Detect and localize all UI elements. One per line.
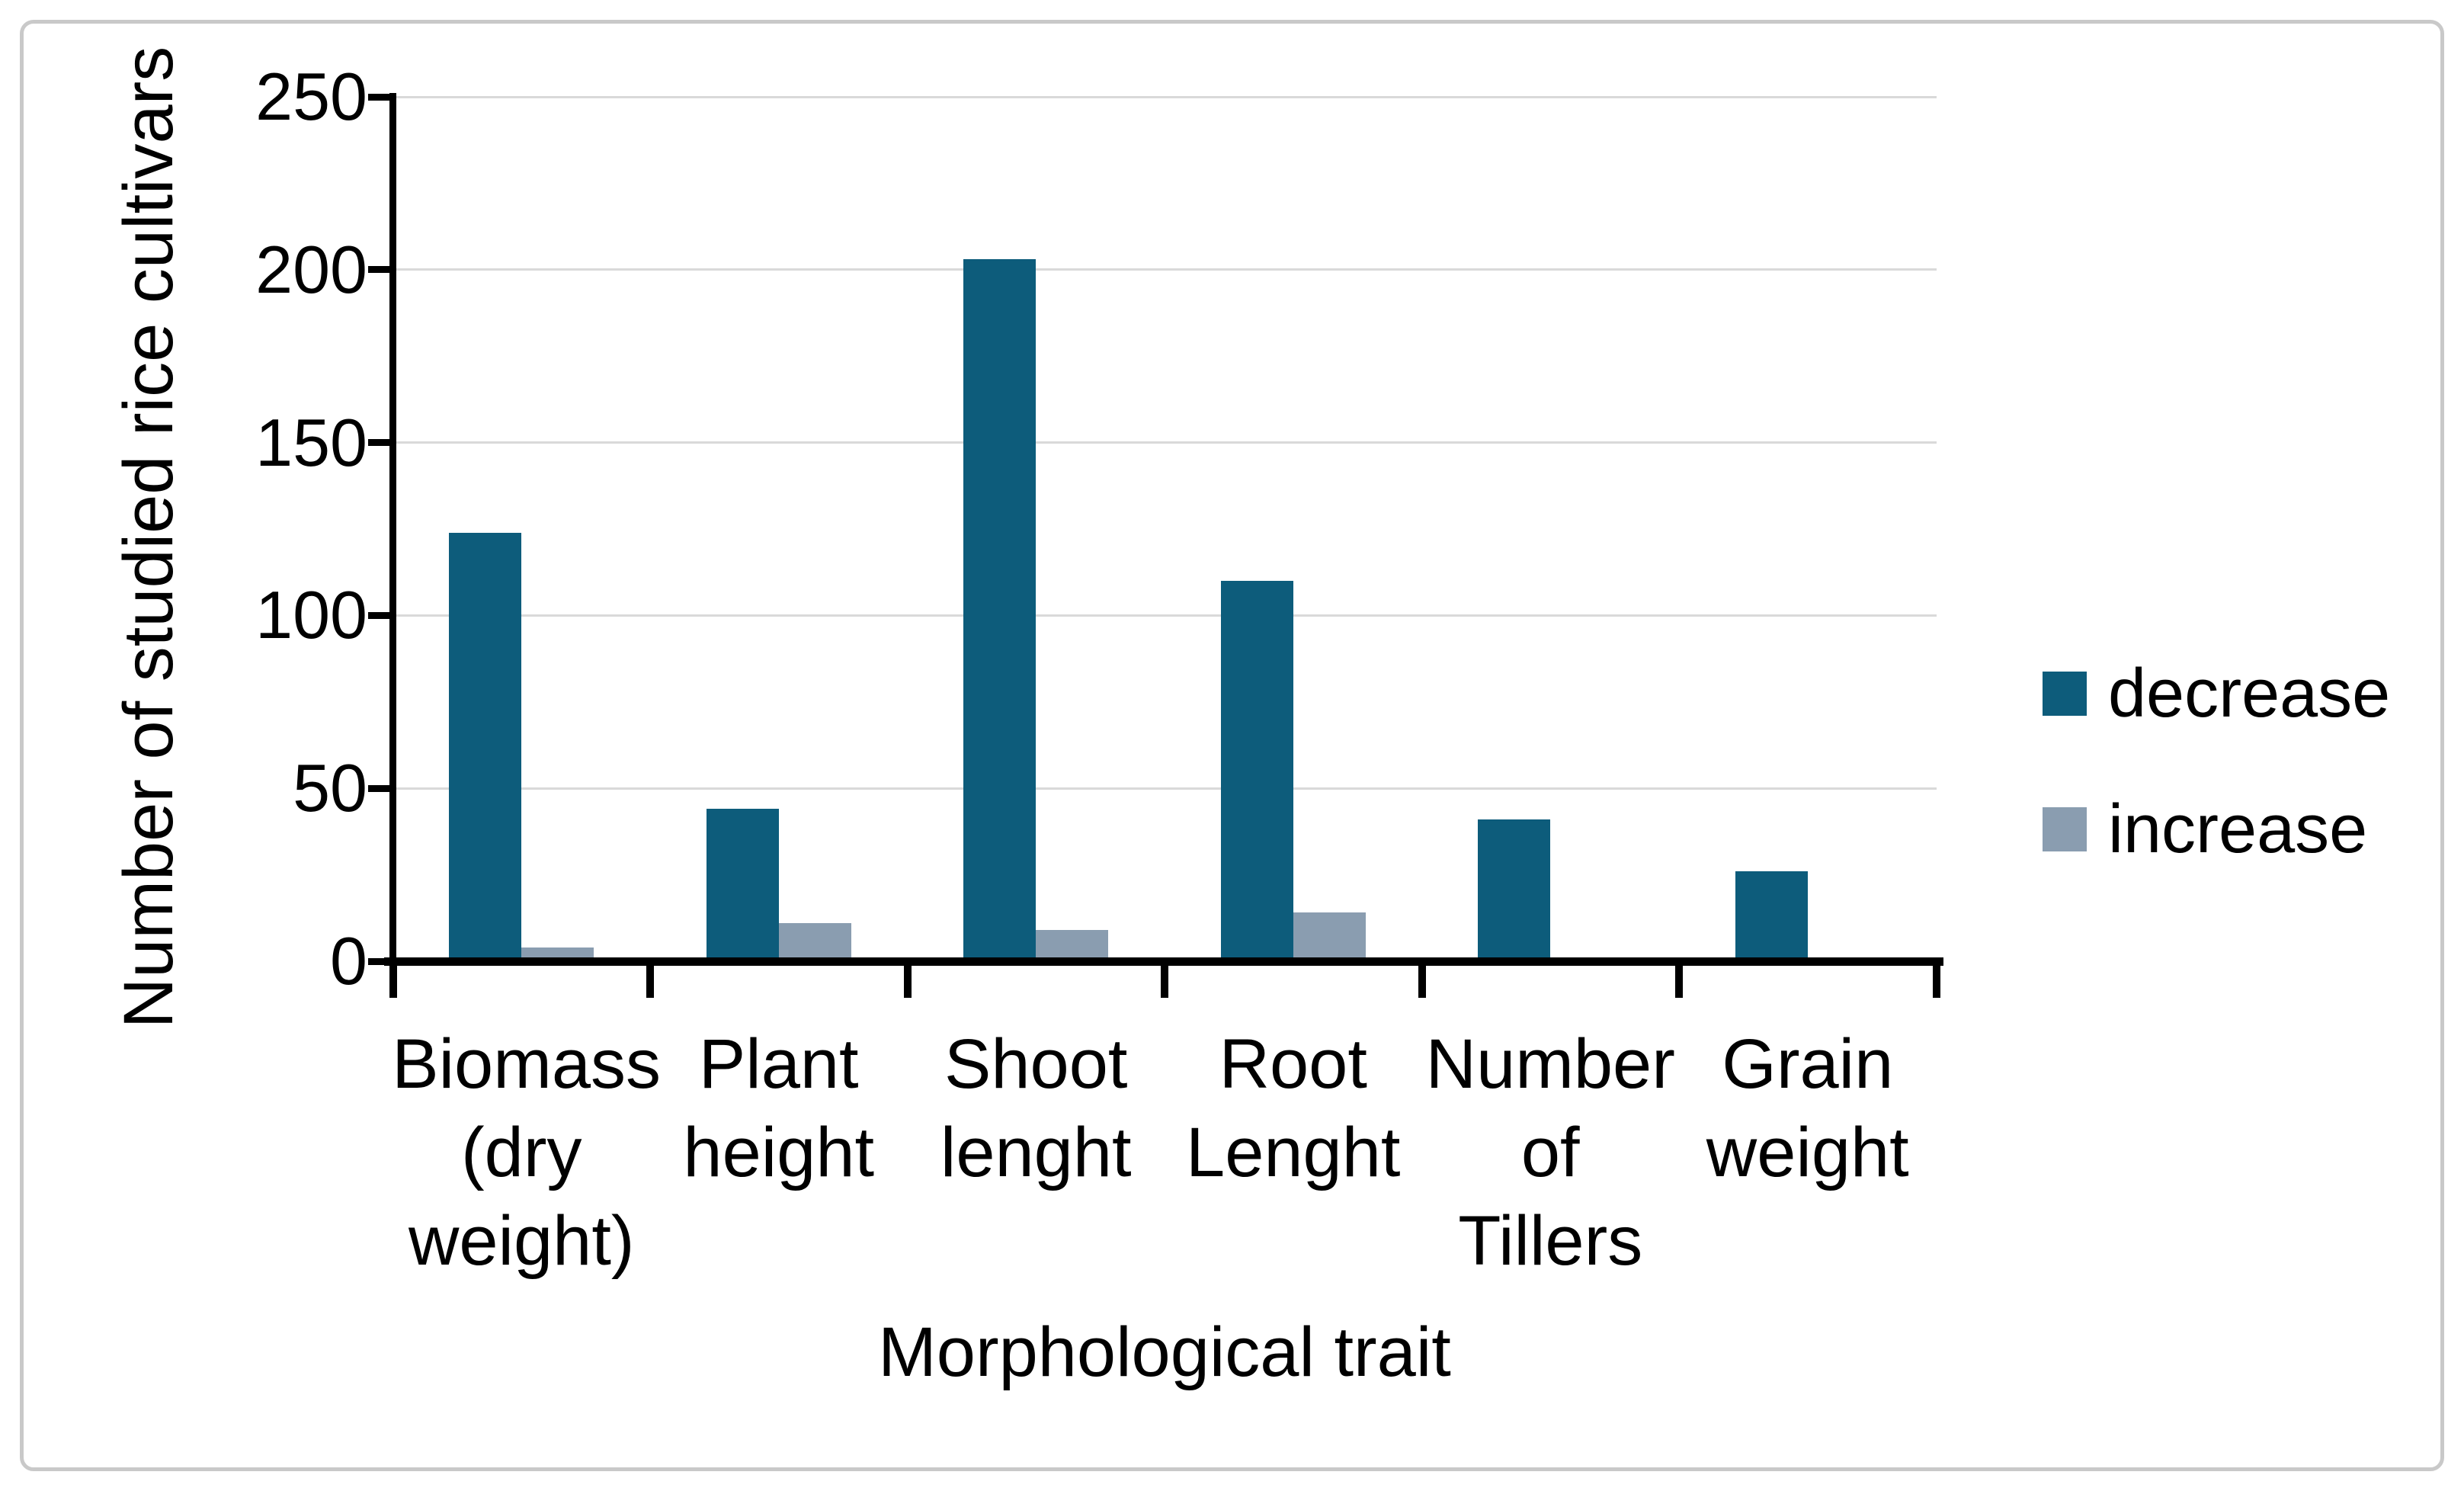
bar-decrease-number-of-tillers [1478,819,1551,957]
x-category-label-line: (dry [461,1114,582,1191]
x-tick-4 [1418,966,1426,998]
gridline-100 [393,614,1937,617]
x-tick-6 [1932,966,1940,998]
y-tick-100 [368,611,389,619]
legend-item-increase: increase [2043,793,2367,866]
legend-label-increase: increase [2108,791,2368,867]
x-category-label-root-lenght: Root Lenght [1164,1020,1423,1197]
y-tick-label-150: 150 [255,404,367,480]
x-category-label-line: Number [1425,1025,1675,1103]
x-category-label-line: Lenght [1186,1114,1401,1191]
x-category-label-line: Plant [698,1025,859,1103]
y-tick-50 [368,784,389,792]
bar-increase-root-lenght [1293,912,1366,957]
x-category-label-line: lenght [940,1114,1132,1191]
legend-swatch-increase [2043,807,2087,851]
legend-item-decrease: decrease [2043,657,2390,730]
x-category-label-line: weight) [408,1202,635,1280]
x-category-label-plant-height: Plant height [649,1020,908,1197]
gridline-250 [393,95,1937,98]
x-category-label-shoot-lenght: Shoot lenght [906,1020,1165,1197]
gridline-50 [393,787,1937,790]
y-tick-200 [368,266,389,274]
y-axis-line [389,93,396,965]
gridline-200 [393,268,1937,271]
gridline-150 [393,441,1937,444]
y-tick-0 [368,957,389,965]
figure-border [20,20,2444,1471]
legend-swatch-decrease [2043,672,2087,716]
x-tick-5 [1675,966,1683,998]
bar-decrease-shoot-lenght [963,259,1037,957]
x-category-label-line: Root [1219,1025,1367,1103]
x-category-label-line: weight [1706,1114,1909,1191]
x-category-label-line: height [683,1114,875,1191]
bar-decrease-root-lenght [1220,581,1293,957]
bar-increase-biomass-dry-weight [521,947,594,957]
y-tick-label-100: 100 [255,577,367,653]
x-tick-2 [903,966,912,998]
y-axis-title: Number of studied rice cultivars [110,46,187,1029]
x-tick-1 [646,966,654,998]
x-axis-line [384,957,1943,966]
legend-label-decrease: decrease [2108,656,2391,732]
y-tick-label-0: 0 [330,923,367,999]
x-category-label-line: Shoot [944,1025,1128,1103]
x-category-label-line: of Tillers [1458,1114,1643,1280]
bar-increase-shoot-lenght [1036,930,1109,957]
y-tick-label-50: 50 [293,750,367,826]
x-axis-title: Morphological trait [878,1313,1451,1391]
x-category-label-grain-weight: Grain weight [1678,1020,1937,1197]
bar-decrease-grain-weight [1735,871,1808,957]
bar-decrease-biomass-dry-weight [449,532,522,957]
x-category-label-line: Biomass [392,1025,662,1103]
x-category-label-biomass-dry-weight: Biomass (dry weight) [392,1020,662,1285]
y-tick-label-200: 200 [255,231,367,307]
y-tick-150 [368,439,389,447]
y-tick-250 [368,93,389,101]
y-tick-label-250: 250 [255,59,367,134]
x-category-label-line: Grain [1722,1025,1894,1103]
x-tick-3 [1161,966,1168,998]
bar-increase-plant-height [778,923,851,957]
bar-decrease-plant-height [706,809,779,957]
x-tick-0 [389,966,397,998]
x-category-label-number-of-tillers: Number of Tillers [1421,1020,1680,1285]
